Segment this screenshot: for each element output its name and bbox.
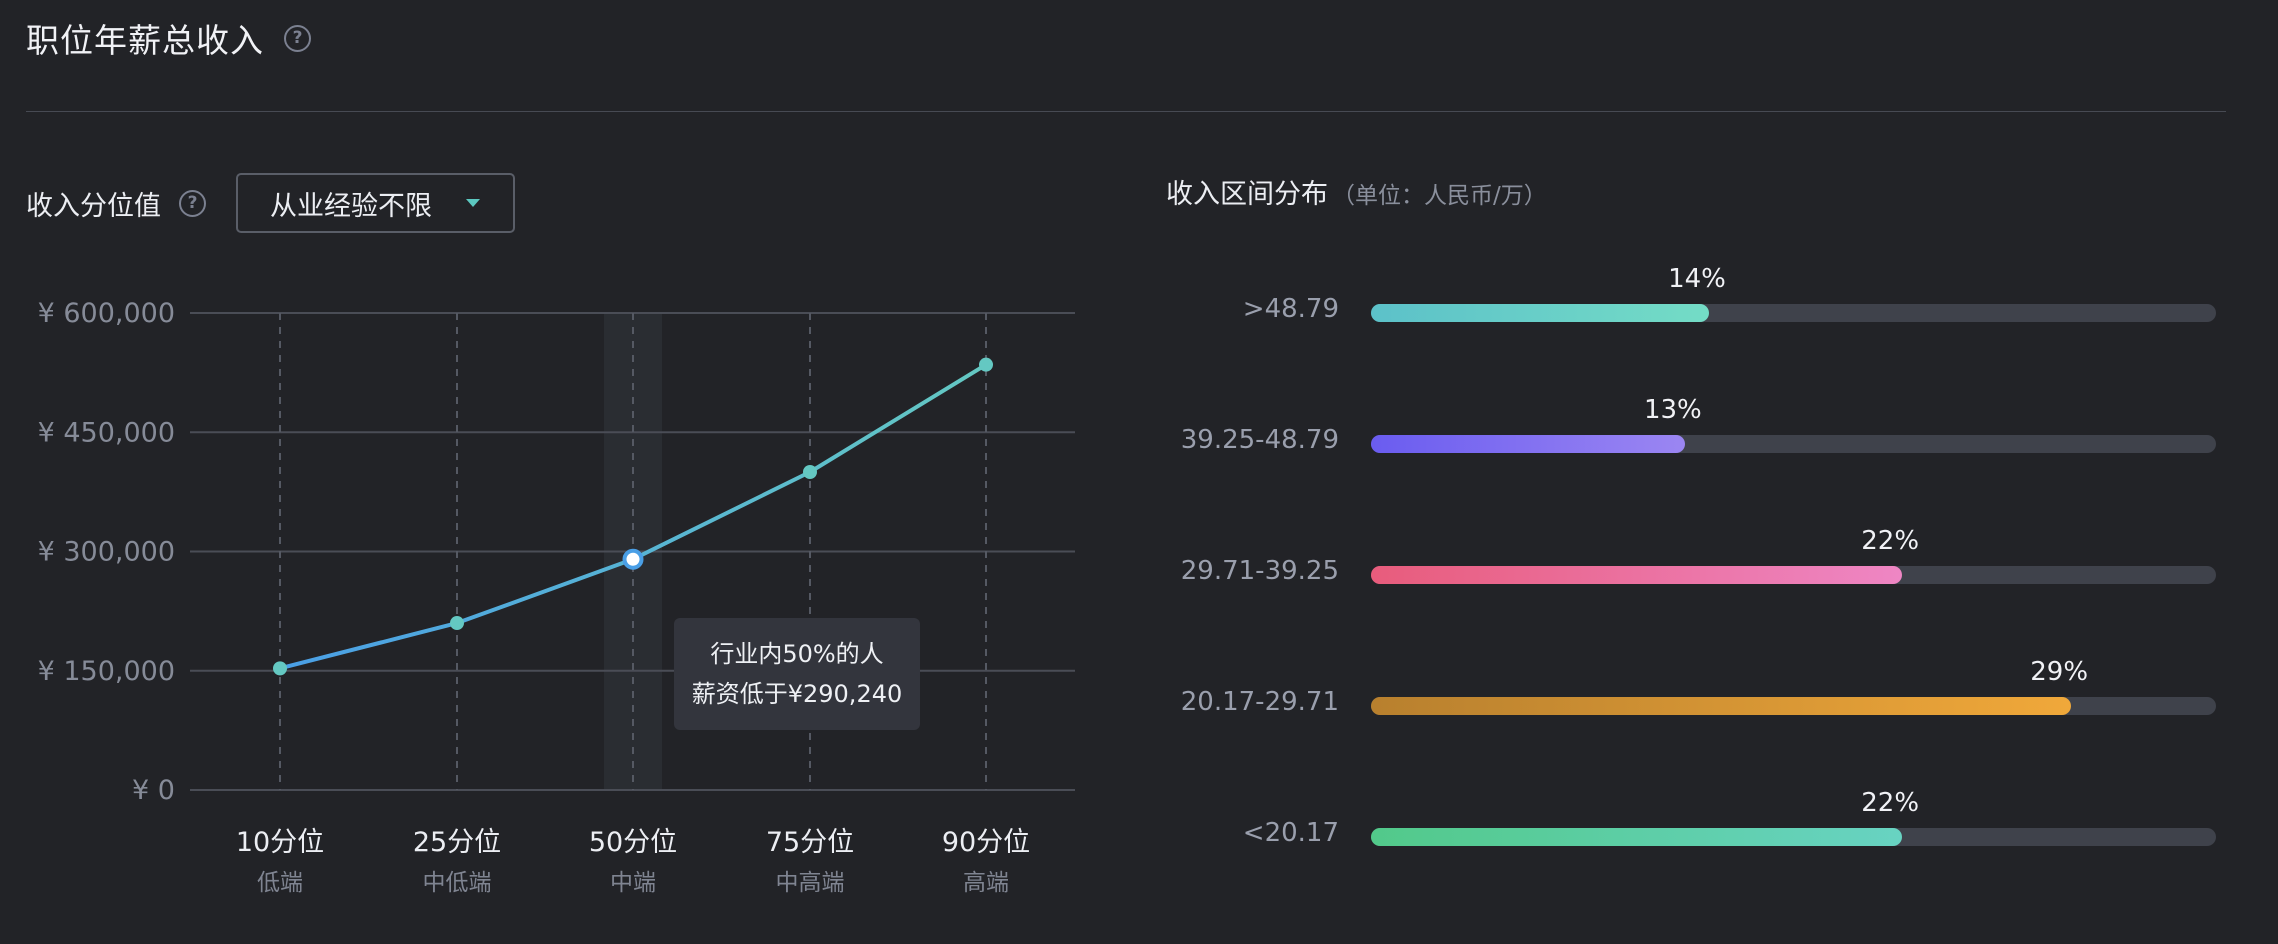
- x-tick-label: 50分位: [589, 827, 677, 858]
- experience-dropdown[interactable]: 从业经验不限: [236, 173, 515, 233]
- x-tick-label: 75分位: [766, 827, 854, 858]
- percentile-controls: 收入分位值 ? 从业经验不限: [26, 173, 515, 233]
- title-help-icon[interactable]: ?: [284, 24, 311, 52]
- distribution-bar: [1371, 828, 1903, 846]
- experience-dropdown-value: 从业经验不限: [270, 190, 432, 222]
- distribution-range-label: >48.79: [1242, 294, 1339, 324]
- chevron-down-icon: [466, 199, 480, 207]
- data-point: [450, 616, 464, 631]
- percentile-help-icon[interactable]: ?: [179, 189, 206, 217]
- x-tick-label: 25分位: [413, 827, 501, 858]
- distribution-bar: [1371, 304, 1709, 322]
- percentile-label: 收入分位值: [26, 190, 161, 222]
- distribution-bar-track: 13%: [1371, 395, 2216, 453]
- distribution-row: <20.17 22%: [0, 788, 2278, 864]
- distribution-row: >48.79 14%: [0, 264, 2278, 340]
- header-divider: [26, 111, 2226, 112]
- x-tick-sublabel: 中高端: [776, 870, 845, 896]
- page-title: 职位年薪总收入: [26, 21, 264, 60]
- distribution-percent-label: 22%: [1861, 526, 1920, 556]
- data-point: [979, 357, 993, 372]
- y-tick-label: ¥ 0: [132, 775, 175, 806]
- y-tick-label: ¥ 600,000: [38, 298, 175, 329]
- tooltip-line-2: 薪资低于¥290,240: [691, 680, 903, 708]
- data-point: [803, 465, 817, 479]
- distribution-percent-label: 22%: [1861, 788, 1920, 818]
- distribution-bar-track: 29%: [1371, 657, 2216, 715]
- salary-series: [273, 357, 993, 676]
- x-tick-sublabel: 低端: [257, 870, 303, 896]
- y-axis-labels: ¥ 0 ¥ 150,000 ¥ 300,000 ¥ 450,000 ¥ 600,000: [38, 298, 175, 806]
- tooltip-line-1: 行业内50%的人: [710, 640, 884, 668]
- distribution-unit: （单位：人民币/万）: [1332, 183, 1547, 209]
- x-tick-sublabel: 中低端: [423, 870, 492, 896]
- page-header: 职位年薪总收入 ?: [26, 8, 311, 68]
- distribution-row: 39.25-48.79 13%: [0, 395, 2278, 471]
- distribution-bar: [1371, 697, 2072, 715]
- x-tick-sublabel: 中端: [610, 870, 656, 896]
- distribution-range-label: <20.17: [1242, 818, 1339, 848]
- distribution-percent-label: 13%: [1643, 395, 1702, 425]
- distribution-percent-label: 29%: [2030, 657, 2089, 687]
- highlighted-point: [622, 548, 644, 570]
- x-tick-sublabel: 高端: [963, 870, 1009, 896]
- distribution-title: 收入区间分布: [1166, 179, 1328, 210]
- distribution-bar-track: 22%: [1371, 788, 2216, 846]
- distribution-header: 收入区间分布 （单位：人民币/万）: [1166, 172, 1547, 212]
- distribution-range-label: 20.17-29.71: [1180, 687, 1339, 717]
- distribution-bar: [1371, 566, 1903, 584]
- percentile-line-chart: ¥ 0¥ 150,000¥ 300,000¥ 450,000¥ 600,000 …: [38, 298, 1075, 896]
- distribution-percent-label: 14%: [1668, 264, 1726, 294]
- percentile-tooltip: 行业内50%的人 薪资低于¥290,240: [674, 618, 920, 730]
- distribution-bar-track: 22%: [1371, 526, 2216, 584]
- distribution-range-label: 29.71-39.25: [1180, 556, 1339, 586]
- distribution-row: 20.17-29.71 29%: [0, 657, 2278, 733]
- distribution-bar: [1371, 435, 1685, 453]
- y-tick-label: ¥ 150,000: [38, 656, 175, 687]
- x-tick-label: 10分位: [236, 827, 324, 858]
- y-tick-label: ¥ 300,000: [38, 537, 175, 568]
- distribution-bar-track: 14%: [1371, 264, 2216, 322]
- x-tick-label: 90分位: [942, 827, 1030, 858]
- y-tick-label: ¥ 450,000: [38, 417, 175, 448]
- distribution-row: 29.71-39.25 22%: [0, 526, 2278, 602]
- data-point: [273, 661, 287, 676]
- distribution-range-label: 39.25-48.79: [1180, 425, 1339, 455]
